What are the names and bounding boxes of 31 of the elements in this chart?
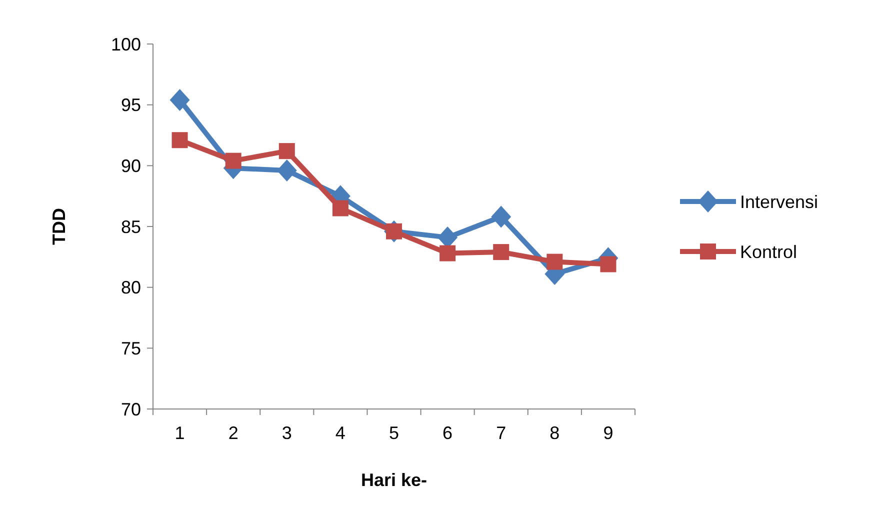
point xyxy=(332,200,348,216)
x-tick-label: 1 xyxy=(174,423,185,443)
x-tick-label: 9 xyxy=(603,423,614,443)
point xyxy=(278,143,295,160)
y-tick-label: 100 xyxy=(110,34,141,54)
point xyxy=(440,245,456,262)
x-axis-title: Hari ke- xyxy=(360,470,428,490)
y-tick-label: 75 xyxy=(120,338,141,358)
y-tick-label: 85 xyxy=(120,216,141,237)
point xyxy=(225,152,242,169)
y-tick-label: 90 xyxy=(120,156,141,176)
y-tick-label: 95 xyxy=(120,95,141,116)
x-tick-label: 4 xyxy=(335,423,346,443)
y-tick-label: 70 xyxy=(120,399,141,420)
x-tick-label: 5 xyxy=(388,423,400,443)
x-tick-label: 2 xyxy=(228,423,238,443)
x-tick-label: 8 xyxy=(550,423,560,443)
x-tick-label: 7 xyxy=(496,423,506,443)
y-axis-title: TDD xyxy=(49,208,69,245)
legend-label: Intervensi xyxy=(740,192,818,212)
x-tick-label: 6 xyxy=(442,423,453,443)
point xyxy=(172,132,188,148)
point xyxy=(276,160,297,182)
point xyxy=(491,206,512,228)
legend-label: Kontrol xyxy=(740,242,798,262)
point xyxy=(493,244,510,260)
x-tick-label: 3 xyxy=(282,423,292,443)
y-tick-label: 80 xyxy=(120,278,141,298)
point xyxy=(546,254,563,270)
point xyxy=(600,256,616,272)
point xyxy=(170,88,190,111)
